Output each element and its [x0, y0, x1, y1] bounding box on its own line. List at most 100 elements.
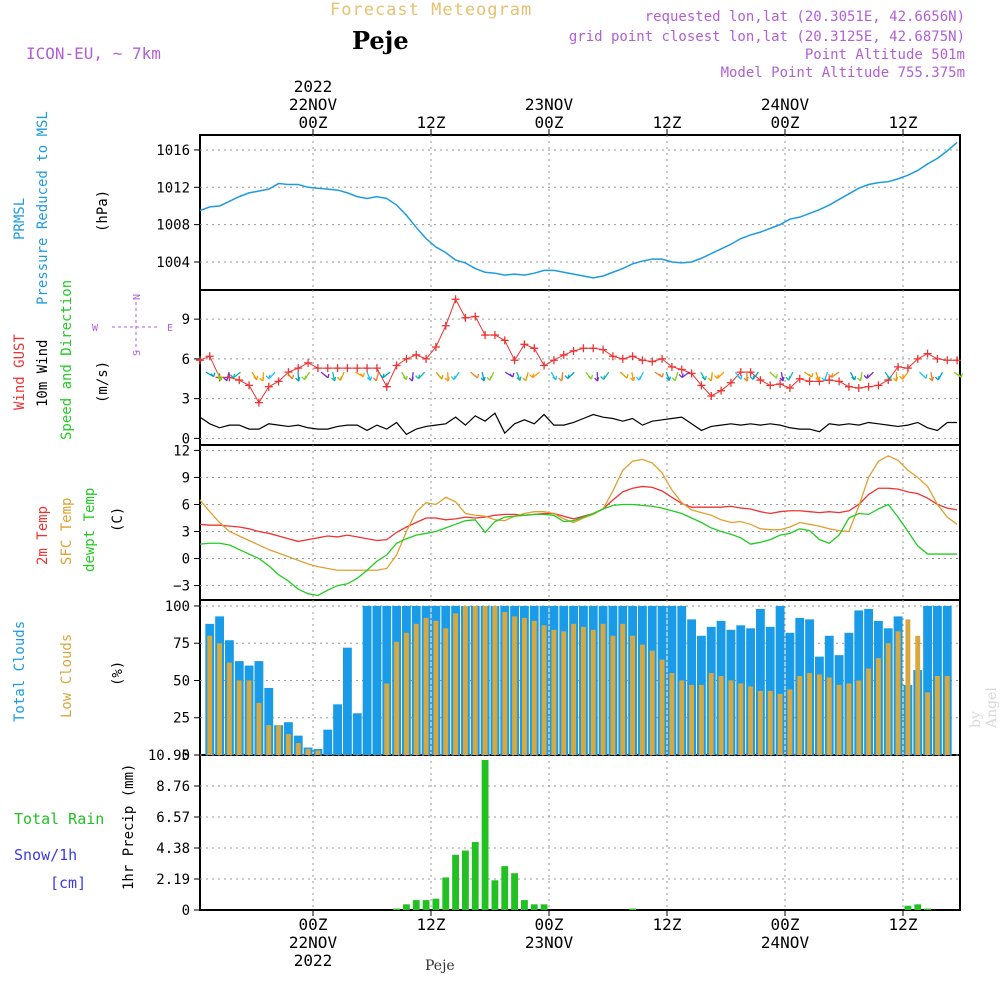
top-time-label: 12Z — [889, 113, 918, 132]
wind-direction-arrow — [769, 371, 779, 379]
wind-direction-arrow — [301, 371, 311, 381]
y-tick-label: 3 — [182, 392, 190, 408]
gust-marker — [638, 356, 647, 365]
rain-bar — [442, 877, 450, 910]
gust-marker — [599, 345, 608, 354]
low-cloud-bar — [856, 680, 862, 755]
low-cloud-bar — [217, 643, 223, 755]
wind-direction-arrow — [320, 371, 330, 379]
footer-location: Peje — [425, 958, 455, 974]
wind-direction-arrow — [600, 371, 610, 380]
wind-direction-arrow — [743, 372, 749, 382]
y-tick-label: 0 — [182, 431, 190, 447]
low-cloud-bar — [571, 623, 577, 755]
y-tick-label: 2.19 — [156, 872, 190, 888]
snow-label: Snow/1h — [14, 846, 77, 864]
top-time-label: 12Z — [653, 113, 682, 132]
gust-marker — [451, 295, 460, 304]
wind-10m-label: 10m Wind — [35, 340, 51, 407]
wind-direction-arrow — [379, 371, 391, 379]
total-cloud-bar — [362, 605, 372, 755]
low-cloud-bar — [620, 623, 626, 755]
wind-direction-arrow — [205, 371, 216, 378]
low-cloud-bar — [915, 635, 921, 755]
panel-frame — [199, 134, 961, 291]
wind-direction-arrow — [919, 371, 928, 379]
wind-direction-arrow — [216, 371, 223, 381]
wind-direction-arrow — [700, 371, 707, 381]
gust-marker — [500, 336, 509, 345]
gust-marker — [805, 377, 814, 386]
y-tick-label: 75 — [173, 636, 190, 652]
gust-marker — [313, 364, 322, 373]
low-cloud-bar — [757, 690, 763, 755]
wind-direction-arrow — [619, 371, 629, 379]
wind-direction-arrow — [522, 371, 529, 382]
wind-direction-arrow — [857, 372, 863, 382]
y-tick-label: 3 — [182, 525, 190, 541]
wind-direction-arrow — [785, 371, 794, 381]
gust-marker — [589, 344, 598, 353]
gust-marker — [825, 376, 834, 385]
low-cloud-bar — [226, 662, 232, 755]
wind-direction-arrow — [251, 371, 259, 381]
low-cloud-bar — [276, 725, 282, 755]
low-cloud-bar — [207, 635, 213, 755]
wind-direction-arrow — [863, 371, 874, 379]
y-tick-label: 8.76 — [156, 779, 190, 795]
low-cloud-bar — [797, 676, 803, 755]
snow-unit-label: [cm] — [50, 874, 86, 892]
total-cloud-bar — [372, 605, 382, 755]
gust-marker — [353, 364, 362, 373]
y-tick-label: 4.38 — [156, 841, 190, 857]
gust-marker — [658, 354, 667, 363]
gust-marker — [943, 356, 952, 365]
top-date-label: 22NOV — [289, 95, 338, 114]
gust-marker — [274, 377, 283, 386]
precip-axis-label: 1hr Precip (mm) — [121, 764, 137, 890]
wind-direction-arrow — [678, 371, 690, 378]
low-cloud-bar — [866, 668, 872, 755]
wind-direction-arrow — [899, 371, 909, 380]
rain-bar — [914, 904, 922, 910]
low-cloud-bar — [531, 620, 537, 755]
low-cloud-bar — [728, 680, 734, 755]
gust-marker — [864, 382, 873, 391]
y-tick-label: 100 — [165, 599, 190, 615]
gust-marker — [844, 382, 853, 391]
wind-gust-label: Wind GUST — [12, 334, 28, 410]
y-tick-label: 12 — [173, 443, 190, 459]
wind-direction-arrow — [265, 371, 276, 380]
gust-marker — [422, 354, 431, 363]
bottom-date-label: 24NOV — [761, 933, 810, 952]
gust-marker — [785, 384, 794, 393]
wind-direction-arrow — [564, 371, 575, 380]
wind-direction-arrow — [558, 372, 564, 382]
wind-direction-arrow — [594, 372, 600, 382]
top-date-label: 24NOV — [761, 95, 810, 114]
gust-marker — [569, 346, 578, 355]
rain-bar — [462, 850, 469, 910]
low-cloud-bar — [777, 693, 783, 755]
low-cloud-bar — [236, 680, 242, 755]
gust-marker — [461, 313, 470, 322]
gust-marker — [618, 354, 627, 363]
y-tick-label: 9 — [182, 312, 190, 328]
low-cloud-bar — [315, 750, 321, 755]
gust-marker — [323, 364, 332, 373]
low-cloud-bar — [895, 631, 901, 755]
gust-marker — [579, 344, 588, 353]
low-cloud-bar — [905, 619, 911, 755]
y-tick-label: 9 — [182, 470, 190, 486]
y-tick-label: 6 — [182, 352, 190, 368]
pressure-line — [199, 141, 958, 279]
top-year-label: 2022 — [294, 77, 333, 96]
bottom-time-label: 12Z — [417, 915, 446, 934]
top-time-label: 00Z — [771, 113, 800, 132]
low-cloud-bar — [639, 644, 645, 755]
gust-marker — [854, 384, 863, 393]
rain-bar — [432, 898, 440, 910]
rain-bar — [501, 866, 509, 910]
temp-2m-line — [199, 485, 958, 543]
total-clouds-label: Total Clouds — [12, 621, 28, 722]
